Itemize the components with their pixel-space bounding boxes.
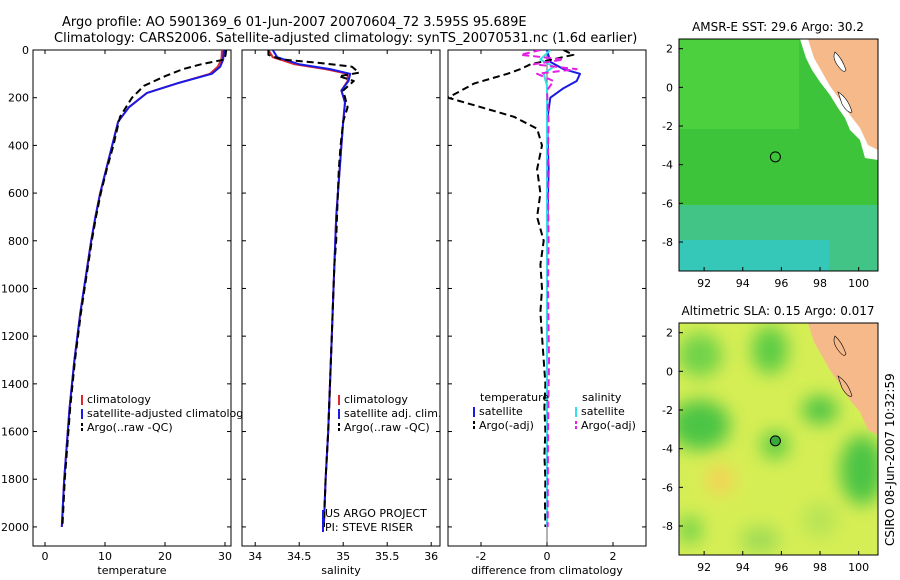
sla-map-xtick-label-4: 100 — [848, 561, 869, 574]
sla-map-ytick-label-2: -2 — [662, 404, 673, 417]
sst-map-xtick-label-2: 96 — [774, 277, 788, 290]
sla-map-xtick-label-3: 98 — [813, 561, 827, 574]
temperature-legend-label-1: satellite-adjusted climatology — [87, 407, 250, 420]
salinity-annotation-line2: PI: STEVE RISER — [325, 521, 414, 534]
temperature-series-group — [60, 50, 228, 527]
sst-map-argo-marker — [769, 151, 781, 163]
difference-xtick-label-0: -2 — [476, 550, 487, 563]
temperature-ytick-label-9: 1800 — [1, 473, 29, 486]
sst-cool-band-2 — [679, 240, 829, 271]
temperature-legend-label-2: Argo(..raw -QC) — [87, 421, 173, 434]
difference-xlabel: difference from climatology — [471, 564, 623, 577]
sst-island-2 — [837, 91, 853, 113]
sst-map-ytick-label-3: -4 — [662, 159, 673, 172]
salinity-xtick-label-1: 34.5 — [287, 550, 312, 563]
temperature-series-argo-raw-qc- — [61, 50, 228, 527]
sst-map-ytick-label-5: -8 — [662, 236, 673, 249]
difference-series-temperature-argo-adj- — [448, 50, 575, 527]
sla-map-ytick-label-0: 2 — [666, 327, 673, 340]
difference-series-salinity-satellite — [539, 50, 555, 527]
difference-temp-legend-label-1: Argo(-adj) — [479, 419, 534, 432]
salinity-xtick-label-3: 35.5 — [375, 550, 400, 563]
sst-land — [808, 39, 878, 150]
salinity-xtick-label-0: 34 — [248, 550, 262, 563]
salinity-legend-label-1: satellite adj. clim. — [344, 407, 441, 420]
sst-map-xtick-label-4: 100 — [848, 277, 869, 290]
temperature-ytick-label-2: 400 — [8, 139, 29, 152]
temperature-ytick-label-4: 800 — [8, 235, 29, 248]
salinity-xtick-label-4: 36 — [424, 550, 438, 563]
temperature-ytick-label-5: 1000 — [1, 282, 29, 295]
sst-map-xtick-label-0: 92 — [697, 277, 711, 290]
sst-map-title: AMSR-E SST: 29.6 Argo: 30.2 — [692, 20, 864, 34]
sst-map-axes: 92 94 96 98 100 2 0 -2 -4 -6 -8 — [662, 43, 869, 290]
difference-temp-legend-label-0: satellite — [479, 405, 523, 418]
sla-map-xtick-label-2: 96 — [774, 561, 788, 574]
sst-map-ytick-label-2: -2 — [662, 120, 673, 133]
sla-map-title: Altimetric SLA: 0.15 Argo: 0.017 — [681, 304, 874, 318]
temperature-legend-label-0: climatology — [87, 393, 151, 406]
temperature-xlabel: temperature — [97, 564, 166, 577]
salinity-legend-label-0: climatology — [344, 393, 408, 406]
difference-legend-header-salinity: salinity — [582, 391, 622, 404]
credit-stamp: CSIRO 08-Jun-2007 10:32:59 — [883, 373, 897, 546]
temperature-xtick-label-1: 10 — [98, 550, 112, 563]
sla-island-2 — [837, 375, 853, 397]
header-title-line2: Climatology: CARS2006. Satellite-adjuste… — [54, 31, 637, 46]
sst-island-1 — [833, 51, 847, 72]
sst-map-xtick-label-1: 94 — [736, 277, 750, 290]
temperature-ytick-label-8: 1600 — [1, 426, 29, 439]
temperature-ytick-label-10: 2000 — [1, 521, 29, 534]
temperature-ytick-label-6: 1200 — [1, 330, 29, 343]
sla-map-axes: 92 94 96 98 100 2 0 -2 -4 -6 -8 — [662, 327, 869, 574]
header-title-line1: Argo profile: AO 5901369_6 01-Jun-2007 2… — [62, 15, 527, 30]
sst-map — [679, 39, 878, 271]
salinity-series-argo-raw-qc- — [267, 50, 360, 527]
sla-map-ytick-label-4: -6 — [662, 481, 673, 494]
sst-warm-patch — [679, 39, 799, 129]
sla-map-ytick-label-5: -8 — [662, 520, 673, 533]
sst-map-ytick-label-0: 2 — [666, 43, 673, 56]
sst-map-ytick-label-4: -6 — [662, 197, 673, 210]
salinity-xtick-label-2: 35 — [336, 550, 350, 563]
salinity-legend-label-2: Argo(..raw -QC) — [344, 421, 430, 434]
temperature-xtick-label-3: 30 — [218, 550, 232, 563]
sst-map-frame — [678, 38, 879, 272]
salinity-series-satellite-adj-clim- — [271, 50, 352, 527]
temperature-ytick-label-7: 1400 — [1, 378, 29, 391]
sla-map-ytick-label-1: 0 — [666, 365, 673, 378]
sla-map-ytick-label-3: -4 — [662, 443, 673, 456]
temperature-ytick-label-1: 200 — [8, 92, 29, 105]
sla-map-xtick-label-0: 92 — [697, 561, 711, 574]
sla-blobs — [679, 326, 878, 554]
sla-land — [808, 323, 878, 435]
sst-map-xtick-label-3: 98 — [813, 277, 827, 290]
difference-sal-legend-label-0: satellite — [581, 405, 625, 418]
temperature-frame — [32, 49, 232, 547]
difference-sal-legend-label-1: Argo(-adj) — [581, 419, 636, 432]
temperature-panel: 0 10 20 30 0 200 400 600 800 1000 1200 1400 1600 1800… — [1, 44, 250, 577]
temperature-xtick-label-0: 0 — [42, 550, 49, 563]
difference-xtick-label-2: 2 — [610, 550, 617, 563]
temperature-ytick-label-3: 600 — [8, 187, 29, 200]
difference-series-salinity-argo-adj- — [519, 50, 578, 527]
sla-map-frame — [678, 322, 879, 556]
salinity-panel: 34 34.5 35 35.5 36 salinity climatologysatelli… — [241, 49, 441, 577]
sst-map-ytick-label-1: 0 — [666, 81, 673, 94]
sla-map-xtick-label-1: 94 — [736, 561, 750, 574]
salinity-xlabel: salinity — [321, 564, 361, 577]
sla-map-argo-marker — [769, 435, 781, 447]
difference-xtick-label-1: 0 — [544, 550, 551, 563]
salinity-annotation-line1: US ARGO PROJECT — [325, 507, 427, 520]
temperature-ytick-label-0: 0 — [22, 44, 29, 57]
difference-series-group — [448, 50, 581, 527]
difference-legend-header-temperature: temperature — [480, 391, 549, 404]
temperature-xtick-label-2: 20 — [158, 550, 172, 563]
salinity-frame — [241, 49, 441, 547]
salinity-series-group — [267, 50, 360, 527]
sla-island-1 — [833, 335, 847, 356]
